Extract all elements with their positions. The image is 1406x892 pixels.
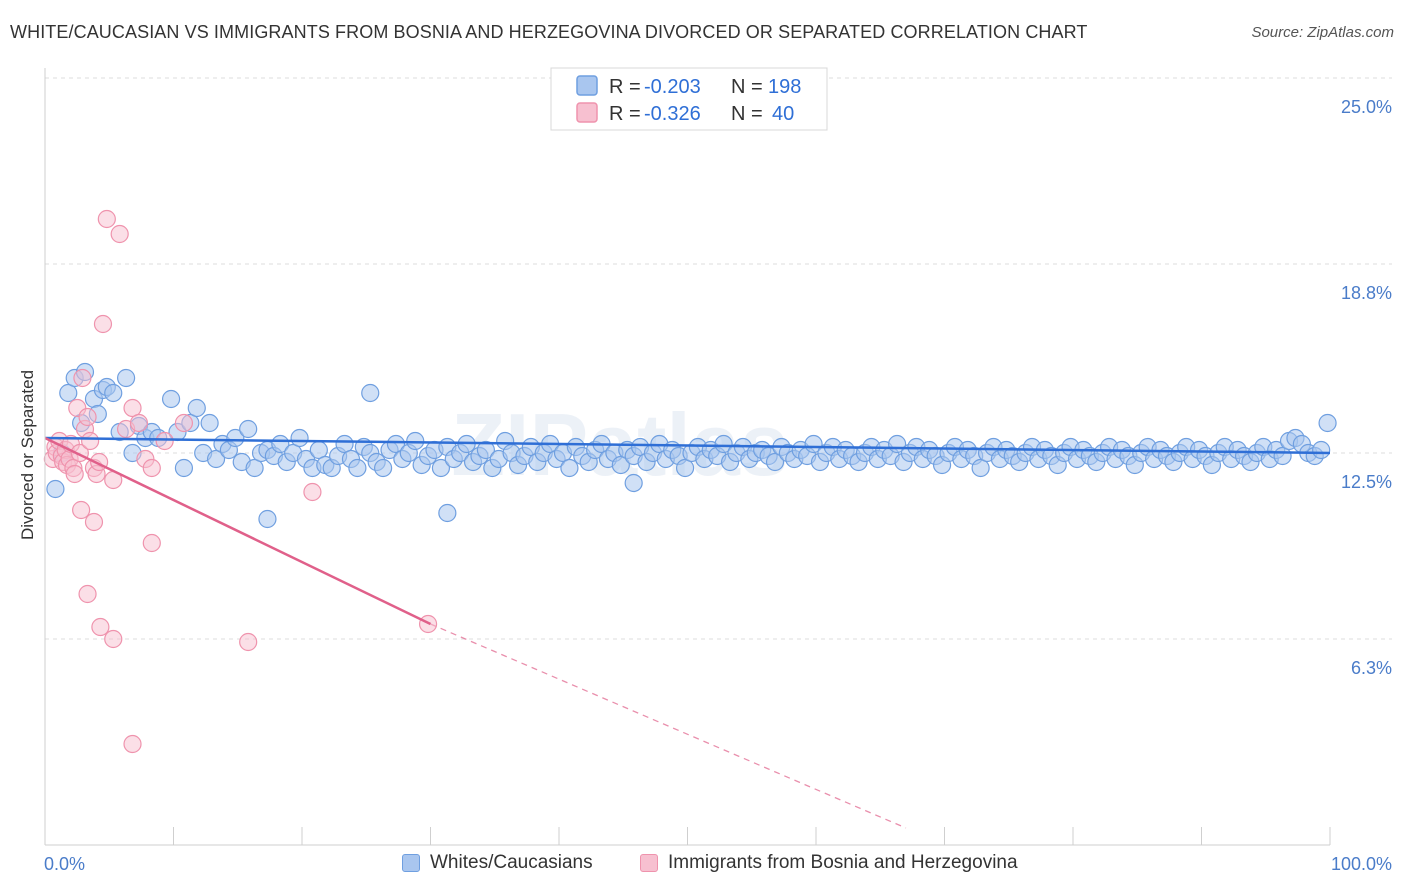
point-bosnia <box>142 458 161 478</box>
point-whites <box>239 419 258 439</box>
point-bosnia <box>78 584 97 604</box>
legend-r-label-2: R = <box>609 103 641 125</box>
point-whites <box>348 458 367 478</box>
point-bosnia <box>155 431 174 451</box>
legend-swatch-blue <box>576 75 598 96</box>
point-bosnia <box>84 512 104 532</box>
legend-r-label-1: R = <box>609 76 641 98</box>
point-bosnia <box>142 533 161 553</box>
legend-n-value-2: 40 <box>772 103 794 125</box>
point-bosnia <box>93 314 113 334</box>
point-whites <box>560 458 579 478</box>
point-whites <box>335 434 354 454</box>
point-whites <box>187 398 206 418</box>
point-whites <box>438 503 457 523</box>
point-bosnia <box>104 629 123 649</box>
point-whites <box>971 458 990 478</box>
legend-box: R = -0.203 N = 198 R = -0.326 N = 40 <box>550 67 828 131</box>
bottom-legend-swatch-blue <box>402 854 420 872</box>
point-whites <box>714 434 733 454</box>
point-whites <box>104 383 123 403</box>
point-bosnia <box>123 398 142 418</box>
point-whites <box>59 383 78 403</box>
bottom-legend-label-2: Immigrants from Bosnia and Herzegovina <box>668 852 1018 873</box>
point-bosnia <box>78 407 97 427</box>
point-whites <box>116 368 136 388</box>
bottom-legend-swatch-pink <box>640 854 658 872</box>
point-bosnia <box>91 617 110 637</box>
trend-line-bosnia-dashed <box>430 623 907 829</box>
point-bosnia <box>129 413 149 433</box>
y-tick-label: 6.3% <box>1351 658 1392 678</box>
point-whites <box>406 431 425 451</box>
x-tick-label-max: 100.0% <box>1331 854 1392 874</box>
point-whites <box>431 458 451 478</box>
legend-swatch-pink <box>576 102 598 123</box>
point-bosnia <box>65 464 84 484</box>
point-bosnia <box>110 224 129 244</box>
point-whites <box>174 458 194 478</box>
pink-trend-dashed-layer <box>430 623 907 829</box>
point-whites <box>200 413 219 433</box>
point-whites <box>765 452 785 472</box>
bottom-legend-label-1: Whites/Caucasians <box>430 852 593 873</box>
legend-r-value-2: -0.326 <box>644 103 701 125</box>
trend-line-bosnia <box>44 436 432 626</box>
y-tick-label: 12.5% <box>1341 472 1392 492</box>
point-whites <box>611 455 630 475</box>
point-whites <box>206 449 226 469</box>
point-whites <box>624 473 643 493</box>
point-whites <box>245 458 264 478</box>
point-whites <box>374 458 393 478</box>
point-whites <box>1318 413 1337 433</box>
point-whites <box>226 428 245 448</box>
legend-n-label-1: N = <box>731 76 763 98</box>
bottom-legend-item-2[interactable]: Immigrants from Bosnia and Herzegovina <box>640 852 1018 874</box>
point-bosnia <box>123 734 142 754</box>
axis-layer: 6.3% 12.5% 18.8% 25.0% 0.0% 100.0% <box>44 68 1392 874</box>
point-whites <box>161 389 181 409</box>
point-whites <box>675 458 695 478</box>
point-bosnia <box>97 209 116 229</box>
point-whites <box>46 479 65 499</box>
point-whites <box>361 383 380 403</box>
point-bosnia <box>174 413 194 433</box>
trend-layer <box>44 436 1331 626</box>
bottom-legend-item-1[interactable]: Whites/Caucasians <box>402 852 593 874</box>
y-tick-label: 18.8% <box>1341 283 1392 303</box>
y-tick-label: 25.0% <box>1341 97 1392 117</box>
point-bosnia <box>72 500 91 520</box>
chart-title: WHITE/CAUCASIAN VS IMMIGRANTS FROM BOSNI… <box>10 22 1088 42</box>
trend-line-whites <box>44 436 1331 455</box>
point-whites <box>290 428 309 448</box>
point-whites <box>1312 440 1331 460</box>
source-label: Source: ZipAtlas.com <box>1251 24 1394 41</box>
grid-layer <box>45 77 1392 640</box>
point-bosnia <box>303 482 322 502</box>
point-bosnia <box>239 632 258 652</box>
point-bosnia <box>73 368 92 388</box>
point-whites <box>258 509 277 529</box>
point-whites <box>476 440 495 460</box>
bottom-legend: Whites/Caucasians Immigrants from Bosnia… <box>0 852 1406 878</box>
point-bosnia <box>81 431 100 451</box>
legend-r-value-1: -0.203 <box>644 76 701 98</box>
point-whites <box>386 434 406 454</box>
x-tick-label-min: 0.0% <box>44 854 85 874</box>
legend-n-label-2: N = <box>731 103 763 125</box>
legend-n-value-1: 198 <box>768 76 801 98</box>
